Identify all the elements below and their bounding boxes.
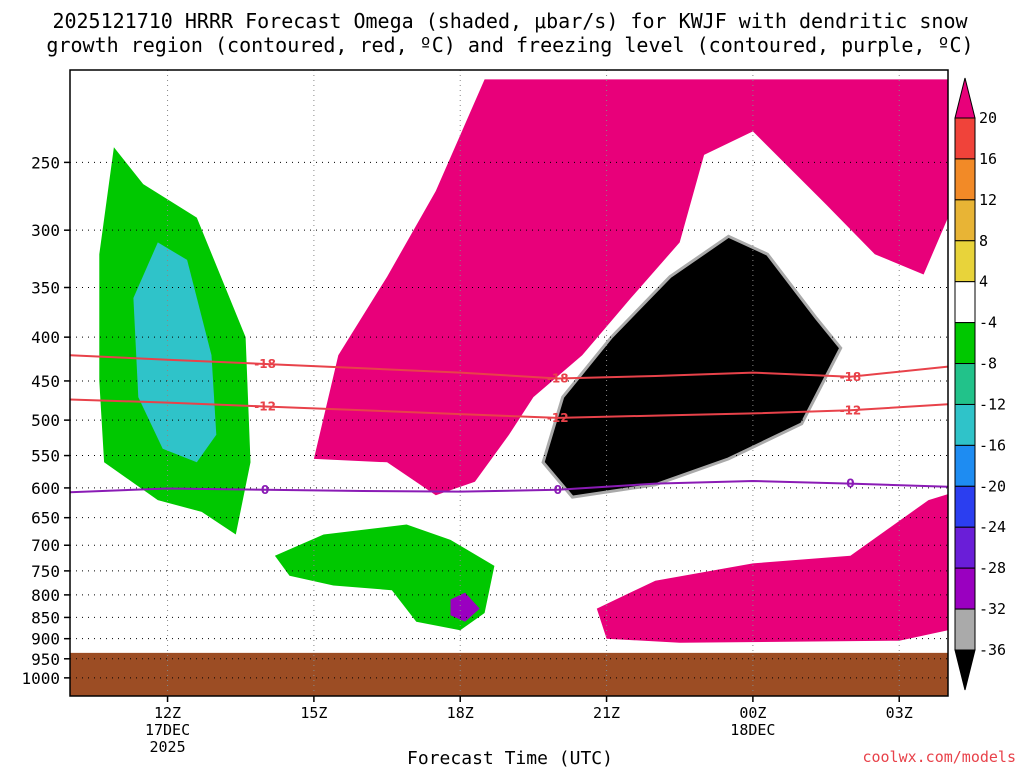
freezing-level-contour-line — [70, 479, 948, 494]
x-tick-label: 17DEC — [145, 721, 190, 739]
omega-shading-layer — [99, 79, 948, 643]
colorbar-swatch — [954, 363, 976, 405]
lower-ascent-cell-region — [274, 524, 495, 631]
colorbar-swatch — [954, 567, 976, 610]
y-tick-label: 1000 — [21, 669, 60, 688]
colorbar-label: -32 — [979, 600, 1006, 618]
y-tick-label: 300 — [31, 221, 60, 240]
colorbar-swatch — [954, 403, 976, 446]
dgz-contour-minus18-label: -18 — [547, 371, 569, 385]
x-tick-label: 21Z — [593, 704, 620, 722]
ground-surface — [70, 652, 948, 696]
y-tick-label: 250 — [31, 153, 60, 172]
freezing-level-contour-label: 0 — [261, 483, 269, 497]
chart-title-line2: growth region (contoured, red, ºC) and f… — [46, 33, 973, 57]
colorbar-label: -20 — [979, 477, 1006, 495]
colorbar-top-arrow — [954, 77, 976, 119]
plot-area: -18 -18 -18 -12 -12 -12 0 0 0 — [69, 69, 949, 697]
y-tick-label: 550 — [31, 447, 60, 466]
colorbar-label: 12 — [979, 191, 997, 209]
y-tick-label: 650 — [31, 509, 60, 528]
colorbar-label: -28 — [979, 559, 1006, 577]
colorbar-swatch — [954, 608, 976, 651]
colorbar: 20 16 12 8 4 -4 -8 -12 -16 -20 -24 -28 -32 -36 — [954, 77, 1006, 691]
colorbar-swatch — [954, 199, 976, 242]
colorbar-label: -16 — [979, 436, 1006, 454]
y-tick-label: 900 — [31, 630, 60, 649]
colorbar-label: 4 — [979, 273, 988, 291]
colorbar-swatch — [954, 485, 976, 528]
y-tick-label: 850 — [31, 608, 60, 627]
western-ascent-core-region — [133, 242, 217, 463]
plot-frame — [69, 69, 949, 697]
colorbar-swatch — [954, 240, 976, 283]
x-tick-label: 2025 — [149, 738, 185, 756]
y-tick-label: 350 — [31, 278, 60, 297]
x-tick-label: 00Z — [739, 704, 766, 722]
x-tick-label: 12Z — [154, 704, 181, 722]
colorbar-swatch — [954, 322, 976, 365]
y-tick-label: 950 — [31, 650, 60, 669]
dgz-contour-minus12-line — [70, 398, 948, 419]
y-tick-label: 600 — [31, 479, 60, 498]
x-tick-label: 18Z — [447, 704, 474, 722]
freezing-level-contour-label: 0 — [554, 483, 562, 497]
colorbar-label: -36 — [979, 641, 1006, 659]
chart-title-line1: 2025121710 HRRR Forecast Omega (shaded, … — [52, 9, 968, 33]
colorbar-label: -4 — [979, 314, 997, 332]
colorbar-swatch — [954, 158, 976, 201]
y-tick-label: 700 — [31, 536, 60, 555]
dgz-contour-minus18-label: -18 — [840, 370, 862, 384]
colorbar-swatch — [954, 526, 976, 569]
y-tick-label: 750 — [31, 562, 60, 581]
x-tick-label: 18DEC — [730, 721, 775, 739]
colorbar-label: 16 — [979, 150, 997, 168]
lower-descending-cell-region — [596, 494, 948, 643]
dgz-contour-minus12-label: -12 — [254, 399, 276, 413]
lower-ascent-core-region — [450, 592, 480, 622]
y-tick-label: 400 — [31, 328, 60, 347]
contour-lines: -18 -18 -18 -12 -12 -12 0 0 0 — [70, 354, 948, 497]
colorbar-label: -12 — [979, 395, 1006, 413]
credit-text: coolwx.com/models — [862, 748, 1016, 766]
colorbar-swatch — [954, 281, 976, 324]
colorbar-swatch — [954, 117, 976, 160]
x-tick-label: 03Z — [886, 704, 913, 722]
dgz-contour-minus12-label: -12 — [547, 411, 569, 425]
y-tick-label: 500 — [31, 411, 60, 430]
descending-cell-region — [313, 79, 948, 496]
colorbar-label: -24 — [979, 518, 1006, 536]
dgz-contour-minus18-line — [70, 354, 948, 380]
colorbar-label: -8 — [979, 355, 997, 373]
grid-lines — [70, 70, 948, 696]
freezing-level-contour-label: 0 — [846, 477, 854, 491]
y-axis: 250 300 350 400 450 500 550 600 650 700 750 800 850 9… — [21, 153, 70, 688]
dgz-contour-minus18-label: -18 — [254, 357, 276, 371]
y-tick-label: 450 — [31, 372, 60, 391]
dgz-contour-minus12-label: -12 — [840, 403, 862, 417]
colorbar-swatch — [954, 444, 976, 487]
x-axis-label: Forecast Time (UTC) — [407, 748, 613, 768]
strong-ascent-core-region — [541, 234, 843, 499]
y-tick-label: 800 — [31, 586, 60, 605]
colorbar-label: 20 — [979, 109, 997, 127]
colorbar-bottom-arrow — [954, 649, 976, 691]
colorbar-label: 8 — [979, 232, 988, 250]
x-tick-label: 15Z — [300, 704, 327, 722]
